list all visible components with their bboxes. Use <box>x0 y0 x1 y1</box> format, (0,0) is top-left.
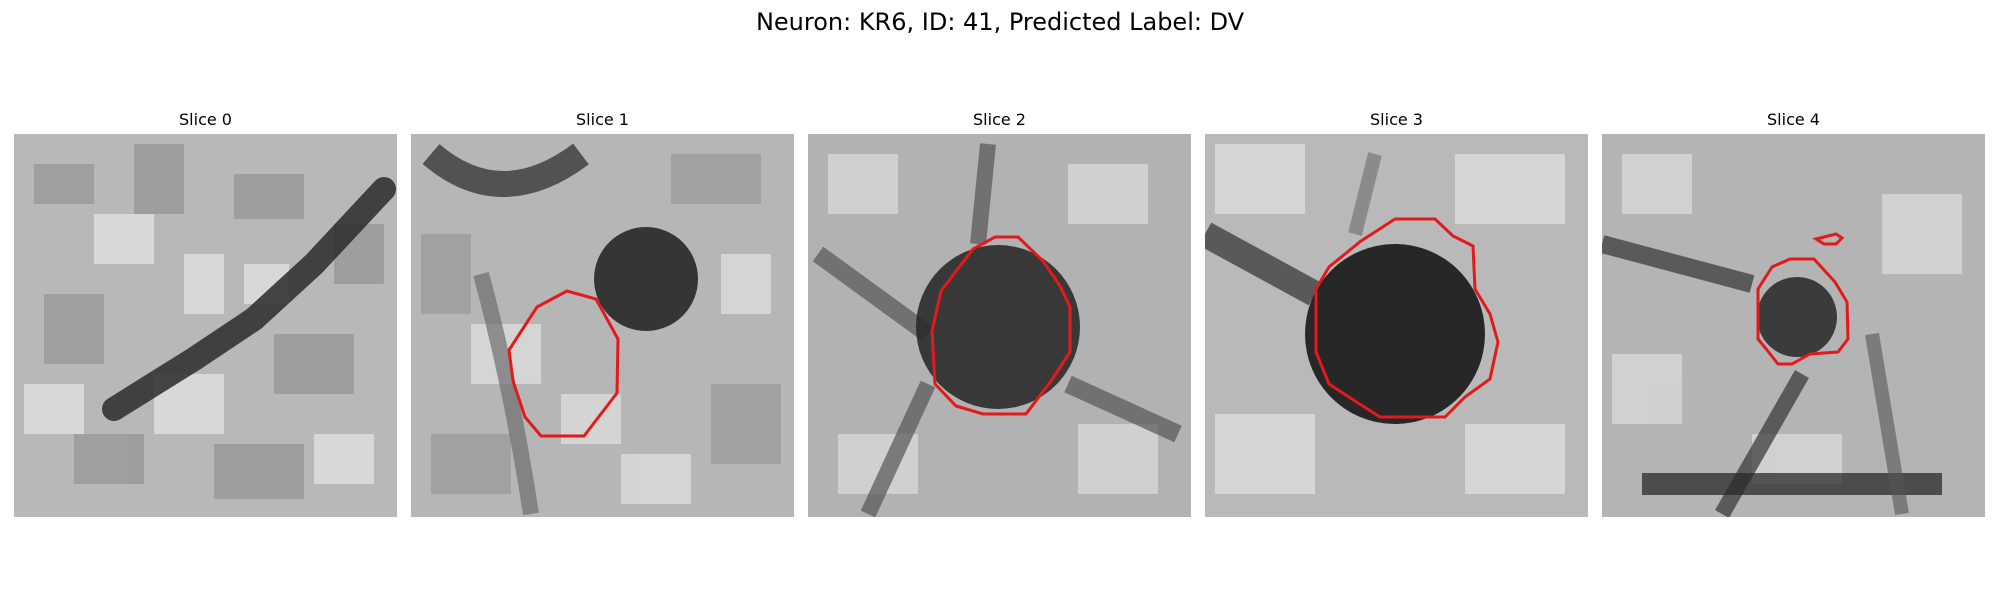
slice-panel-1: Slice 1 <box>411 110 794 518</box>
slice-1-image <box>411 134 794 517</box>
slice-2-process-d <box>860 380 936 517</box>
slice-2-process-c <box>1064 375 1182 443</box>
slice-1-dark-body <box>594 227 698 331</box>
slice-4-image <box>1602 134 1985 517</box>
slice-4-contour-small <box>1812 232 1845 246</box>
slice-0-texture <box>34 144 384 499</box>
slice-3-image <box>1205 134 1588 517</box>
slice-4-dark-body <box>1757 277 1837 357</box>
slice-3-title: Slice 3 <box>1370 110 1423 129</box>
slice-3-dark-body <box>1305 244 1485 424</box>
slice-2-process-a <box>812 246 934 342</box>
slice-0-dark-process <box>102 177 396 421</box>
slice-2-contour <box>930 235 1072 416</box>
figure-title: Neuron: KR6, ID: 41, Predicted Label: DV <box>755 8 1245 36</box>
slice-panel-2: Slice 2 <box>808 110 1191 518</box>
slice-2-dark-body <box>916 245 1080 409</box>
slice-panel-3: Slice 3 <box>1205 110 1588 518</box>
slice-1-lower-process <box>473 271 539 516</box>
slice-1-upper-arc <box>422 143 589 197</box>
slice-2-title: Slice 2 <box>973 110 1026 129</box>
slice-panel-0: Slice 0 <box>14 110 397 518</box>
slice-0-title: Slice 0 <box>179 110 232 129</box>
slice-2-image <box>808 134 1191 517</box>
slice-1-title: Slice 1 <box>576 110 629 129</box>
slice-3-process-b <box>1348 152 1382 236</box>
slice-4-process-a <box>1602 235 1755 293</box>
slice-4-process-d <box>1865 332 1909 516</box>
slice-panel-4: Slice 4 <box>1602 110 1985 518</box>
slice-4-title: Slice 4 <box>1767 110 1820 129</box>
slice-0-image <box>14 134 397 517</box>
slice-1-contour <box>507 289 620 438</box>
slice-3-process-a <box>1205 222 1322 306</box>
slice-2-process-b <box>970 143 996 245</box>
slice-4-contour <box>1756 257 1850 366</box>
slice-3-contour <box>1314 217 1500 419</box>
